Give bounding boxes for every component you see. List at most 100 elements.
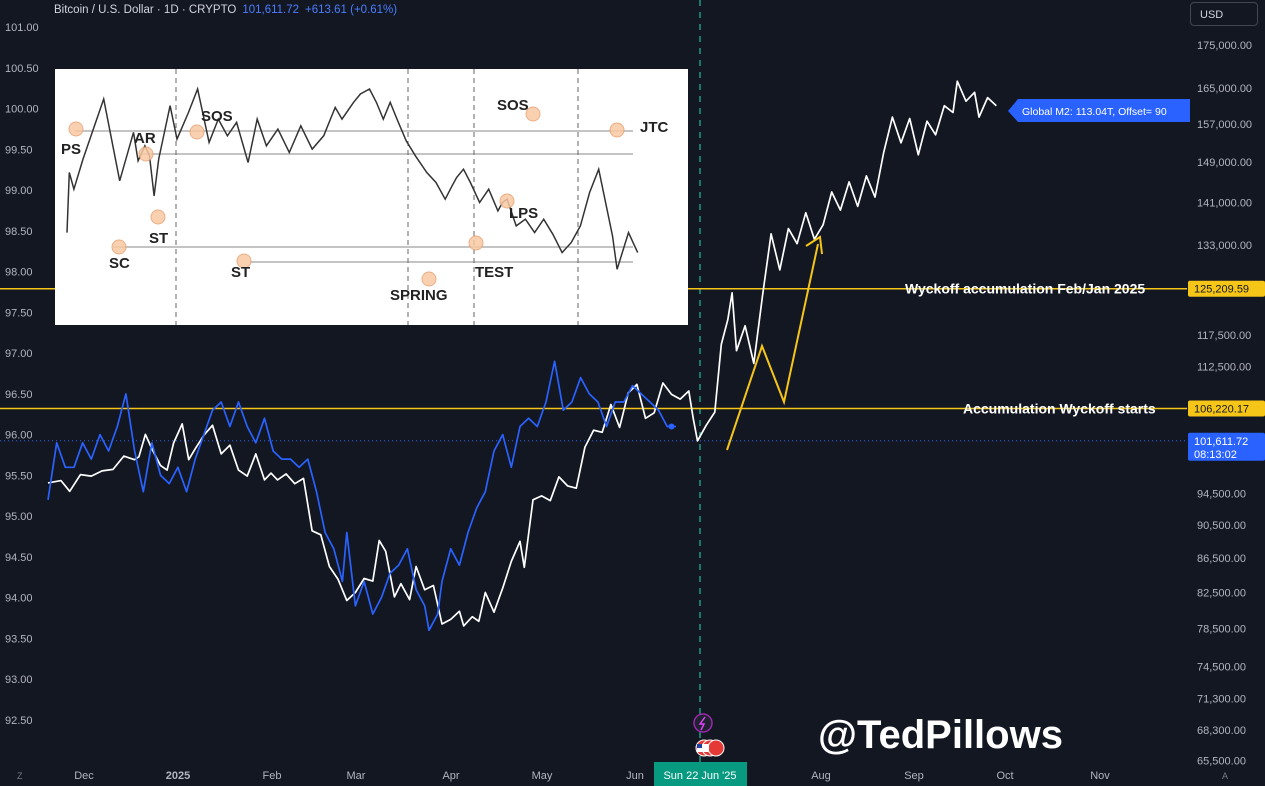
- left-axis-tick-label: 96.50: [5, 389, 33, 401]
- price-tag-label: 125,209.59: [1194, 284, 1249, 296]
- x-axis-tick-label: May: [532, 770, 553, 782]
- inset-event-label: SOS: [497, 97, 529, 114]
- left-axis-tick-label: 93.00: [5, 674, 33, 686]
- x-axis-tick-label: 2025: [166, 770, 190, 782]
- inset-event-marker: [138, 146, 154, 162]
- x-axis-tick-label: Feb: [263, 770, 282, 782]
- projection-path: [726, 243, 819, 451]
- x-axis-tick-label: Nov: [1090, 770, 1110, 782]
- x-axis-tick-label: Mar: [347, 770, 366, 782]
- currency-button[interactable]: USD: [1190, 2, 1258, 26]
- m2-tag-box: [1008, 99, 1190, 122]
- right-axis-tick-label: 74,500.00: [1197, 662, 1246, 674]
- bitcoin-price-line: [47, 80, 997, 627]
- inset-event-marker: [525, 106, 541, 122]
- inset-event-label: AR: [134, 130, 156, 147]
- price-tag-countdown: 08:13:02: [1194, 449, 1237, 461]
- inset-event-marker: [189, 124, 205, 140]
- x-axis-tick-label: Jun: [626, 770, 644, 782]
- left-axis-tick-label: 98.50: [5, 226, 33, 238]
- price-tag-box: [1188, 400, 1265, 417]
- lightning-event-icon: [693, 713, 713, 733]
- right-axis-tick-label: 94,500.00: [1197, 489, 1246, 501]
- inset-event-marker: [111, 239, 127, 255]
- x-axis-tick-label: Dec: [74, 770, 94, 782]
- right-axis-tick-label: 65,500.00: [1197, 755, 1246, 767]
- left-axis-tick-label: 101.00: [5, 22, 39, 34]
- right-axis-tick-label: 82,500.00: [1197, 587, 1246, 599]
- price-tag-label: 101,611.72: [1194, 436, 1248, 448]
- price-tag-box: [1188, 432, 1265, 461]
- left-axis-tick-label: 100.50: [5, 63, 39, 75]
- projection-arrow-head: [805, 235, 823, 255]
- x-axis-tick-label: Sep: [904, 770, 924, 782]
- left-axis-tick-label: 92.50: [5, 715, 33, 727]
- inset-event-marker: [68, 121, 84, 137]
- left-axis-tick-label: 93.50: [5, 633, 33, 645]
- m2-end-marker: [668, 423, 675, 430]
- inset-event-label: SPRING: [390, 287, 448, 304]
- auto-scale-toggle[interactable]: A: [1222, 771, 1229, 781]
- us-flag-canton: [697, 744, 702, 748]
- crosshair-date-label: Sun 22 Jun '25: [663, 770, 736, 782]
- inset-price-path: [66, 86, 639, 270]
- right-axis-tick-label: 149,000.00: [1197, 157, 1252, 169]
- left-axis-tick-label: 94.00: [5, 593, 33, 605]
- right-axis-tick-label: 165,000.00: [1197, 83, 1252, 95]
- right-axis-tick-label: 68,300.00: [1197, 725, 1246, 737]
- right-axis-tick-label: 90,500.00: [1197, 520, 1246, 532]
- left-axis-tick-label: 96.00: [5, 430, 33, 442]
- inset-event-label: ST: [231, 264, 250, 281]
- price-tag-label: 106,220.17: [1194, 403, 1249, 415]
- left-axis-tick-label: 95.00: [5, 511, 33, 523]
- left-axis-tick-label: 97.00: [5, 348, 33, 360]
- inset-event-label: JTC: [640, 119, 669, 136]
- right-axis-tick-label: 117,500.00: [1197, 330, 1251, 342]
- economic-event-icon: [707, 739, 725, 757]
- symbol-title: Bitcoin / U.S. Dollar · 1D · CRYPTO: [54, 4, 237, 16]
- left-axis-tick-label: 100.00: [5, 104, 39, 116]
- watermark-handle: @TedPillows: [818, 713, 1063, 757]
- inset-event-marker: [421, 271, 437, 287]
- left-axis-tick-label: 98.00: [5, 267, 33, 279]
- crosshair-date-box: [654, 762, 747, 786]
- right-axis-tick-label: 133,000.00: [1197, 240, 1252, 252]
- left-axis-tick-label: 99.50: [5, 144, 33, 156]
- right-axis-tick-label: 71,300.00: [1197, 694, 1246, 706]
- right-axis-tick-label: 157,000.00: [1197, 119, 1252, 131]
- inset-event-marker: [609, 122, 625, 138]
- right-axis-tick-label: 78,500.00: [1197, 624, 1246, 636]
- x-axis-tick-label: Aug: [811, 770, 831, 782]
- right-axis-tick-label: 175,000.00: [1197, 40, 1252, 52]
- inset-event-label: ST: [149, 230, 168, 247]
- inset-event-marker: [499, 193, 515, 209]
- m2-tag-label: Global M2: 113.04T, Offset= 90: [1022, 106, 1167, 118]
- price-change: +613.61 (+0.61%): [305, 4, 398, 16]
- right-axis-tick-label: 86,500.00: [1197, 553, 1246, 565]
- inset-event-label: LPS: [509, 205, 538, 222]
- right-axis-tick-label: 112,500.00: [1197, 362, 1251, 374]
- horizontal-level-label: Wyckoff accumulation Feb/Jan 2025: [905, 281, 1145, 297]
- inset-event-marker: [236, 253, 252, 269]
- left-axis-tick-label: 97.50: [5, 307, 33, 319]
- inset-event-marker: [468, 235, 484, 251]
- global-m2-line: [47, 360, 676, 632]
- symbol-header: Bitcoin / U.S. Dollar · 1D · CRYPTO 101,6…: [54, 4, 397, 16]
- wyckoff-inset-panel: [55, 69, 688, 325]
- us-flag-glyph: [697, 744, 709, 752]
- x-axis-tick-label: Apr: [442, 770, 459, 782]
- left-axis-tick-label: 95.50: [5, 470, 33, 482]
- timezone-toggle[interactable]: Z: [17, 771, 23, 781]
- inset-event-label: SC: [109, 255, 130, 272]
- inset-event-marker: [150, 209, 166, 225]
- inset-event-label: TEST: [475, 264, 513, 281]
- inset-event-label: SOS: [201, 108, 233, 125]
- horizontal-level-label: Accumulation Wyckoff starts: [963, 400, 1156, 416]
- inset-event-label: PS: [61, 141, 81, 158]
- left-axis-tick-label: 99.00: [5, 185, 33, 197]
- left-axis-tick-label: 94.50: [5, 552, 33, 564]
- x-axis-tick-label: Oct: [996, 770, 1013, 782]
- right-axis-tick-label: 141,000.00: [1197, 197, 1252, 209]
- price-tag-box: [1188, 280, 1265, 297]
